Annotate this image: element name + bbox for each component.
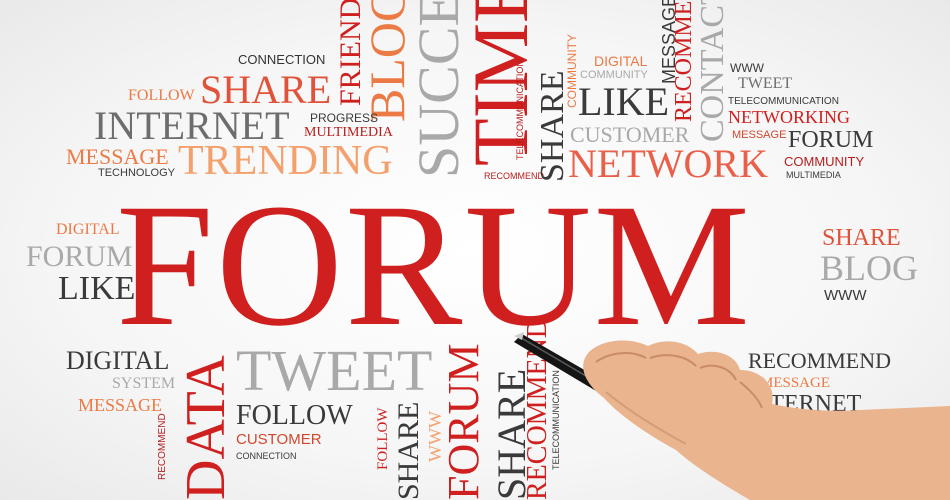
word-connection: CONNECTION [238, 52, 326, 67]
word-www-top: WWW [730, 61, 764, 75]
word-network: NETWORK [568, 141, 768, 186]
word-www-right: WWW [824, 287, 867, 304]
word-tweet-top: TWEET [738, 75, 793, 92]
word-digital-left: DIGITAL [56, 221, 120, 238]
word-forum-right: FORUM [788, 127, 874, 153]
word-share-right: SHARE [822, 225, 901, 251]
word-tweet-bottom: TWEET [236, 338, 433, 403]
word-follow-bottom: FOLLOW [236, 400, 353, 431]
word-like-left: LIKE [58, 270, 136, 307]
word-recommend-vertical: RECOMMEND [671, 0, 697, 122]
word-message-bottom-left: MESSAGE [78, 395, 163, 415]
word-telecommunication-vertical: TELECOMMUNICATION [515, 60, 525, 160]
word-time-vertical: TIME [457, 0, 544, 166]
word-telecommunication-right: TELECOMMUNICATION [728, 96, 839, 107]
word-follow-vertical: FOLLOW [375, 407, 391, 471]
word-contact-vertical: CONTACT [694, 0, 731, 142]
word-connection-bottom: CONNECTION [236, 451, 297, 461]
word-data-vertical: DATA [175, 355, 237, 500]
word-share-bottom-vertical-1: SHARE [392, 401, 425, 500]
word-multimedia-left: MULTIMEDIA [304, 125, 393, 140]
word-recommend-bottom-left: RECOMMEND [157, 413, 168, 480]
word-share-top: SHARE [200, 67, 332, 112]
word-customer-bottom: CUSTOMER [236, 431, 322, 448]
word-blog-vertical: BLOG [359, 0, 415, 122]
word-share-vertical-mid: SHARE [534, 70, 571, 182]
hand-with-pen-image [514, 332, 950, 500]
word-community-right: COMMUNITY [784, 154, 865, 169]
word-community-top: COMMUNITY [580, 69, 648, 81]
hand-icon [583, 340, 950, 500]
hero-forum: FORUM [116, 168, 752, 363]
word-like-top: LIKE [578, 79, 670, 124]
word-networking: NETWORKING [728, 107, 850, 127]
word-digital-bottom-left: DIGITAL [66, 346, 170, 375]
word-forum-left: FORUM [26, 240, 133, 273]
word-trending: TRENDING [178, 138, 393, 184]
word-message-bottom-right: MESSAGE [760, 375, 831, 391]
word-recommend-small: RECOMMEND [484, 171, 544, 181]
word-system: SYSTEM [112, 375, 176, 392]
word-progress: PROGRESS [310, 111, 379, 125]
word-technology: TECHNOLOGY [98, 167, 176, 179]
word-message-left: MESSAGE [66, 144, 169, 169]
word-customer-top: CUSTOMER [570, 122, 690, 147]
word-recommend-bottom-right: RECOMMEND [748, 348, 892, 373]
word-internet: INTERNET [94, 103, 290, 148]
word-follow: FOLLOW [128, 87, 195, 104]
word-digital-top: DIGITAL [594, 53, 648, 69]
word-blog-right: BLOG [820, 248, 918, 288]
word-multimedia-right: MULTIMEDIA [786, 170, 841, 180]
word-message-right: MESSAGE [732, 129, 787, 141]
word-forum-bottom-vertical: FORUM [439, 343, 488, 500]
